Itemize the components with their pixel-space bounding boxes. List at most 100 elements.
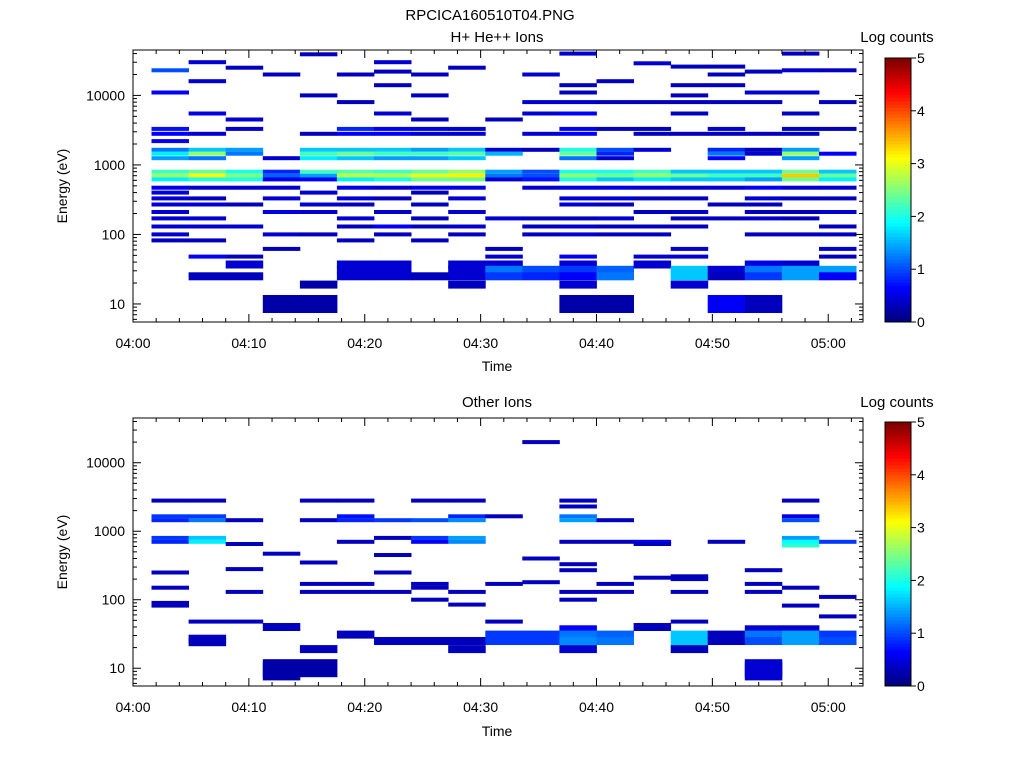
heatmap-cell [374,210,412,214]
heatmap-cell [336,131,375,136]
colorbar-step [885,580,911,585]
heatmap-cell [225,518,264,523]
heatmap-cell [151,196,189,201]
heatmap-cell [633,147,672,152]
x-tick-label: 04:00 [115,699,150,715]
heatmap-cell [559,637,597,645]
x-tick-label: 04:40 [579,335,614,351]
heatmap-cell [411,535,449,540]
heatmap-cell [522,556,560,561]
heatmap-cell [559,562,597,567]
heatmap-cell [151,126,189,131]
heatmap-cell [596,272,634,281]
heatmap-cell [596,589,634,594]
heatmap-cell [819,614,857,619]
heatmap-cell [225,173,264,178]
heatmap-cell [596,539,634,544]
heatmap-cell [707,202,746,207]
heatmap-cell [781,260,820,269]
heatmap-cell [596,147,634,152]
heatmap-cell [188,111,227,116]
y-tick-label: 10 [109,296,125,312]
heatmap-cell [559,280,597,289]
heatmap-cell [336,539,375,544]
colorbar-step [885,646,911,651]
heatmap-cell [336,265,375,274]
heatmap-cell [744,196,783,201]
heatmap-cell [596,100,634,105]
colorbar-step [885,448,911,453]
heatmap-cell [596,185,634,190]
heatmap-cell [448,151,486,156]
heatmap-cell [633,254,672,259]
colorbar-step [885,613,911,618]
heatmap-cell [670,210,709,214]
heatmap-cell [744,265,783,274]
heatmap-cell [225,224,264,229]
colorbar-tick-label: 5 [917,50,925,66]
colorbar-step [885,173,911,178]
heatmap-cell [299,280,338,289]
colorbar-step [885,662,911,667]
colorbar-step [885,196,911,201]
heatmap-cell [596,177,634,182]
heatmap-cell [707,177,746,182]
heatmap-cell [559,173,597,178]
heatmap-cell [374,589,412,594]
heatmap-cell [336,498,375,503]
colorbar-step [885,206,911,211]
heatmap-cell [781,625,820,634]
heatmap-cell [485,151,523,156]
heatmap-cell [336,72,375,77]
heatmap-cell [744,173,783,178]
heatmap-cell [299,581,338,586]
heatmap-cell [781,147,820,152]
colorbar-step [885,226,911,231]
heatmap-cell [485,581,523,586]
heatmap-cell [596,232,634,237]
heatmap-cell [225,272,264,281]
heatmap-cell [707,151,746,156]
heatmap-cell [819,185,857,190]
heatmap-cell [744,177,783,182]
heatmap-cell [596,265,634,274]
colorbar-step [885,481,911,486]
colorbar-step [885,203,911,207]
heatmap-cell [225,589,264,594]
heatmap-cell [485,260,523,269]
heatmap-cell [485,169,523,174]
heatmap-cell [744,272,783,281]
heatmap-cell [299,659,338,678]
heatmap-cell [522,72,560,77]
heatmap-cell [411,216,449,221]
heatmap-cell [299,156,338,161]
heatmap-cell [411,498,449,503]
heatmap-cell [559,100,597,105]
heatmap-cell [374,518,412,523]
y-tick-label: 1000 [94,523,125,539]
heatmap-cell [781,272,820,281]
heatmap-cell [781,265,820,274]
y-axis-label: Energy (eV) [54,515,70,590]
colorbar-step [885,676,911,680]
colorbar-step [885,176,911,181]
heatmap-cell [336,177,375,182]
heatmap-cell [596,196,634,201]
colorbar-step [885,461,911,466]
colorbar-tick-label: 4 [917,467,925,483]
heatmap-cell [336,169,375,174]
heatmap-cell [485,173,523,178]
y-axis: 10 100 1000 10000 [86,53,863,320]
heatmap-cell [151,185,189,190]
heatmap-cell [299,232,338,237]
colorbar-step [885,653,911,657]
heatmap-cell [744,90,783,95]
colorbar-step [885,110,911,115]
colorbar-label: Log counts [860,394,933,411]
colorbar-step [885,560,911,565]
colorbar-tick-label: 0 [917,314,925,330]
colorbar-step [885,246,911,250]
heatmap-cell [225,177,264,182]
colorbar-step [885,534,911,538]
heatmap-cell [299,131,338,136]
